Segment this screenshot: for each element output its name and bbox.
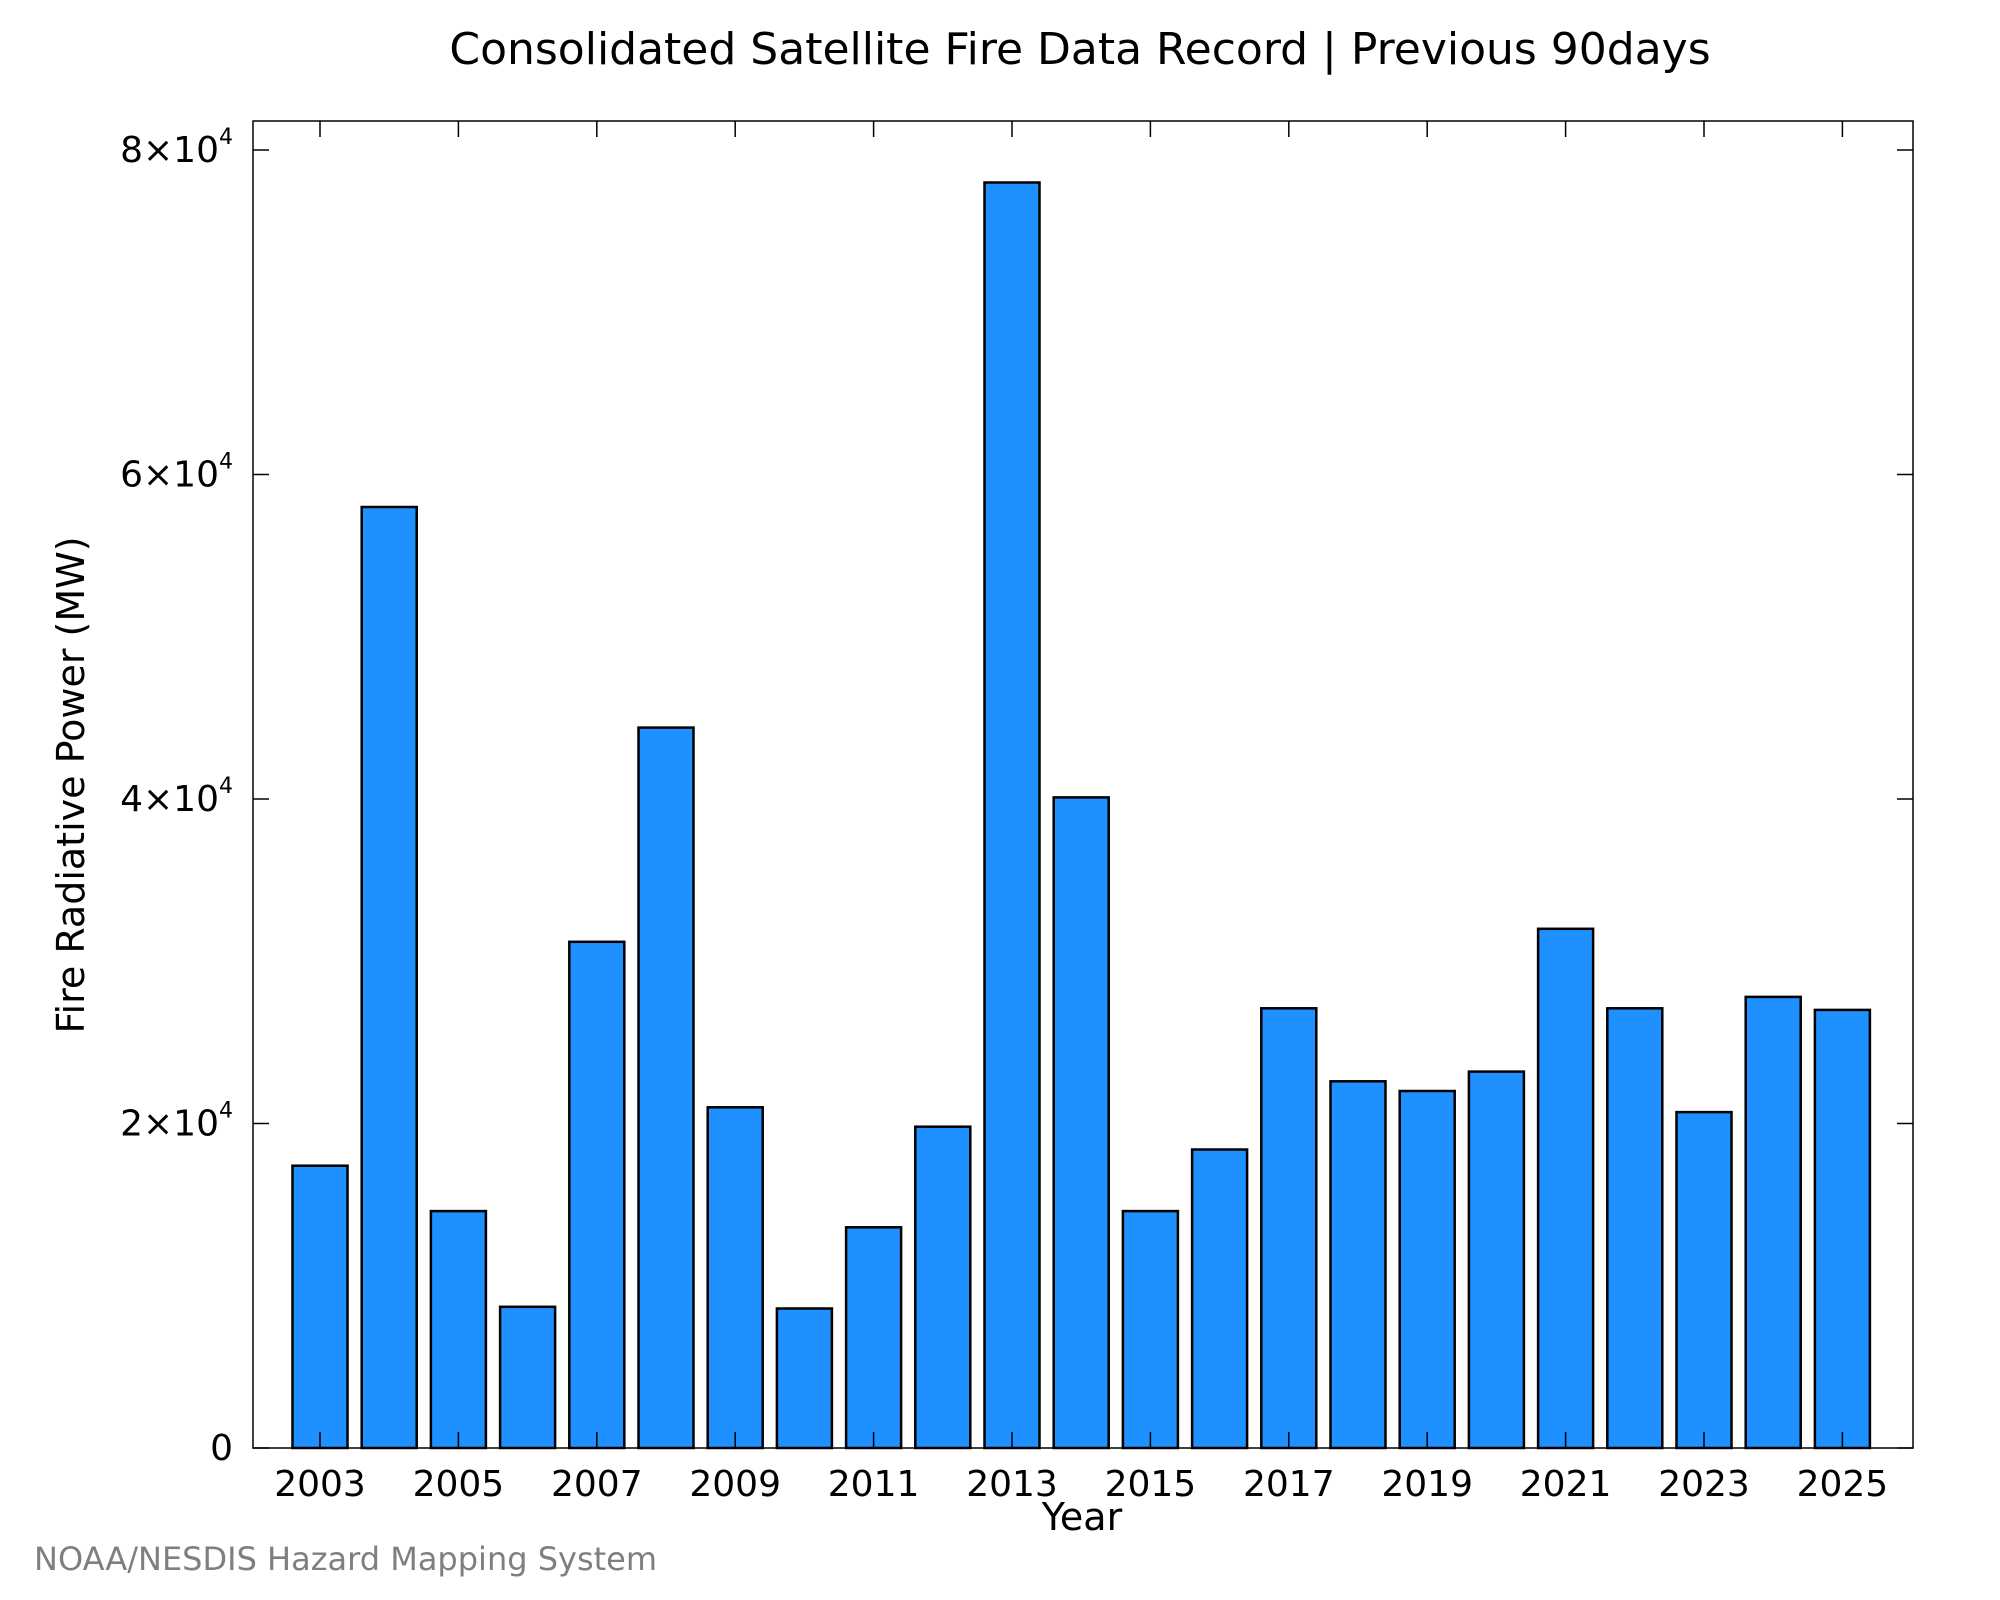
y-axis-label: Fire Radiative Power (MW) bbox=[49, 536, 93, 1033]
x-axis-label: Year bbox=[1041, 1495, 1123, 1539]
bars-group bbox=[291, 181, 1872, 1450]
x-tick-label: 2007 bbox=[551, 1464, 643, 1505]
x-axis: 2003 2005 2007 2009 2011 2013 2015 2017 2019 2021… bbox=[274, 121, 1888, 1505]
bar-2003 bbox=[291, 1164, 349, 1450]
bar-2016 bbox=[1190, 1148, 1249, 1450]
x-tick-label: 2019 bbox=[1381, 1464, 1473, 1505]
x-tick-label: 2011 bbox=[828, 1464, 920, 1505]
x-tick-label: 2015 bbox=[1105, 1464, 1197, 1505]
bar-2024 bbox=[1744, 995, 1802, 1450]
x-tick-label: 2013 bbox=[966, 1464, 1058, 1505]
y-tick-label: 4×104 bbox=[120, 774, 233, 820]
bar-2025 bbox=[1813, 1008, 1872, 1450]
bar-2007 bbox=[568, 940, 626, 1450]
bar-2023 bbox=[1675, 1110, 1733, 1450]
bar-2006 bbox=[498, 1305, 557, 1450]
y-axis: 0 2×104 4×104 6×104 8×104 bbox=[120, 125, 1913, 1469]
x-tick-label: 2023 bbox=[1658, 1464, 1750, 1505]
y-tick-label: 8×104 bbox=[120, 125, 233, 171]
bar-2014 bbox=[1052, 796, 1110, 1450]
chart-title: Consolidated Satellite Fire Data Record … bbox=[449, 24, 1710, 75]
bar-2022 bbox=[1606, 1007, 1664, 1450]
bar-2018 bbox=[1329, 1080, 1387, 1450]
bar-2009 bbox=[706, 1106, 764, 1450]
y-tick-label: 0 bbox=[210, 1428, 233, 1469]
bar-2005 bbox=[429, 1209, 488, 1450]
source-credit: NOAA/NESDIS Hazard Mapping System bbox=[34, 1540, 658, 1578]
x-tick-label: 2025 bbox=[1797, 1464, 1889, 1505]
x-tick-label: 2005 bbox=[413, 1464, 505, 1505]
bar-2020 bbox=[1467, 1070, 1526, 1450]
bar-2010 bbox=[775, 1307, 834, 1450]
y-tick-label: 2×104 bbox=[120, 1099, 233, 1145]
bar-2017 bbox=[1260, 1007, 1318, 1450]
bar-2019 bbox=[1398, 1089, 1456, 1450]
bar-2004 bbox=[360, 505, 418, 1450]
bar-2015 bbox=[1121, 1209, 1180, 1450]
bar-2021 bbox=[1536, 927, 1595, 1450]
bar-2011 bbox=[844, 1226, 903, 1450]
bar-2012 bbox=[914, 1125, 972, 1450]
x-tick-label: 2017 bbox=[1243, 1464, 1335, 1505]
y-tick-label: 6×104 bbox=[120, 450, 233, 496]
bar-2008 bbox=[637, 726, 695, 1450]
x-tick-label: 2021 bbox=[1520, 1464, 1612, 1505]
x-tick-label: 2009 bbox=[689, 1464, 781, 1505]
x-tick-label: 2003 bbox=[274, 1464, 366, 1505]
bar-2013 bbox=[983, 181, 1041, 1450]
